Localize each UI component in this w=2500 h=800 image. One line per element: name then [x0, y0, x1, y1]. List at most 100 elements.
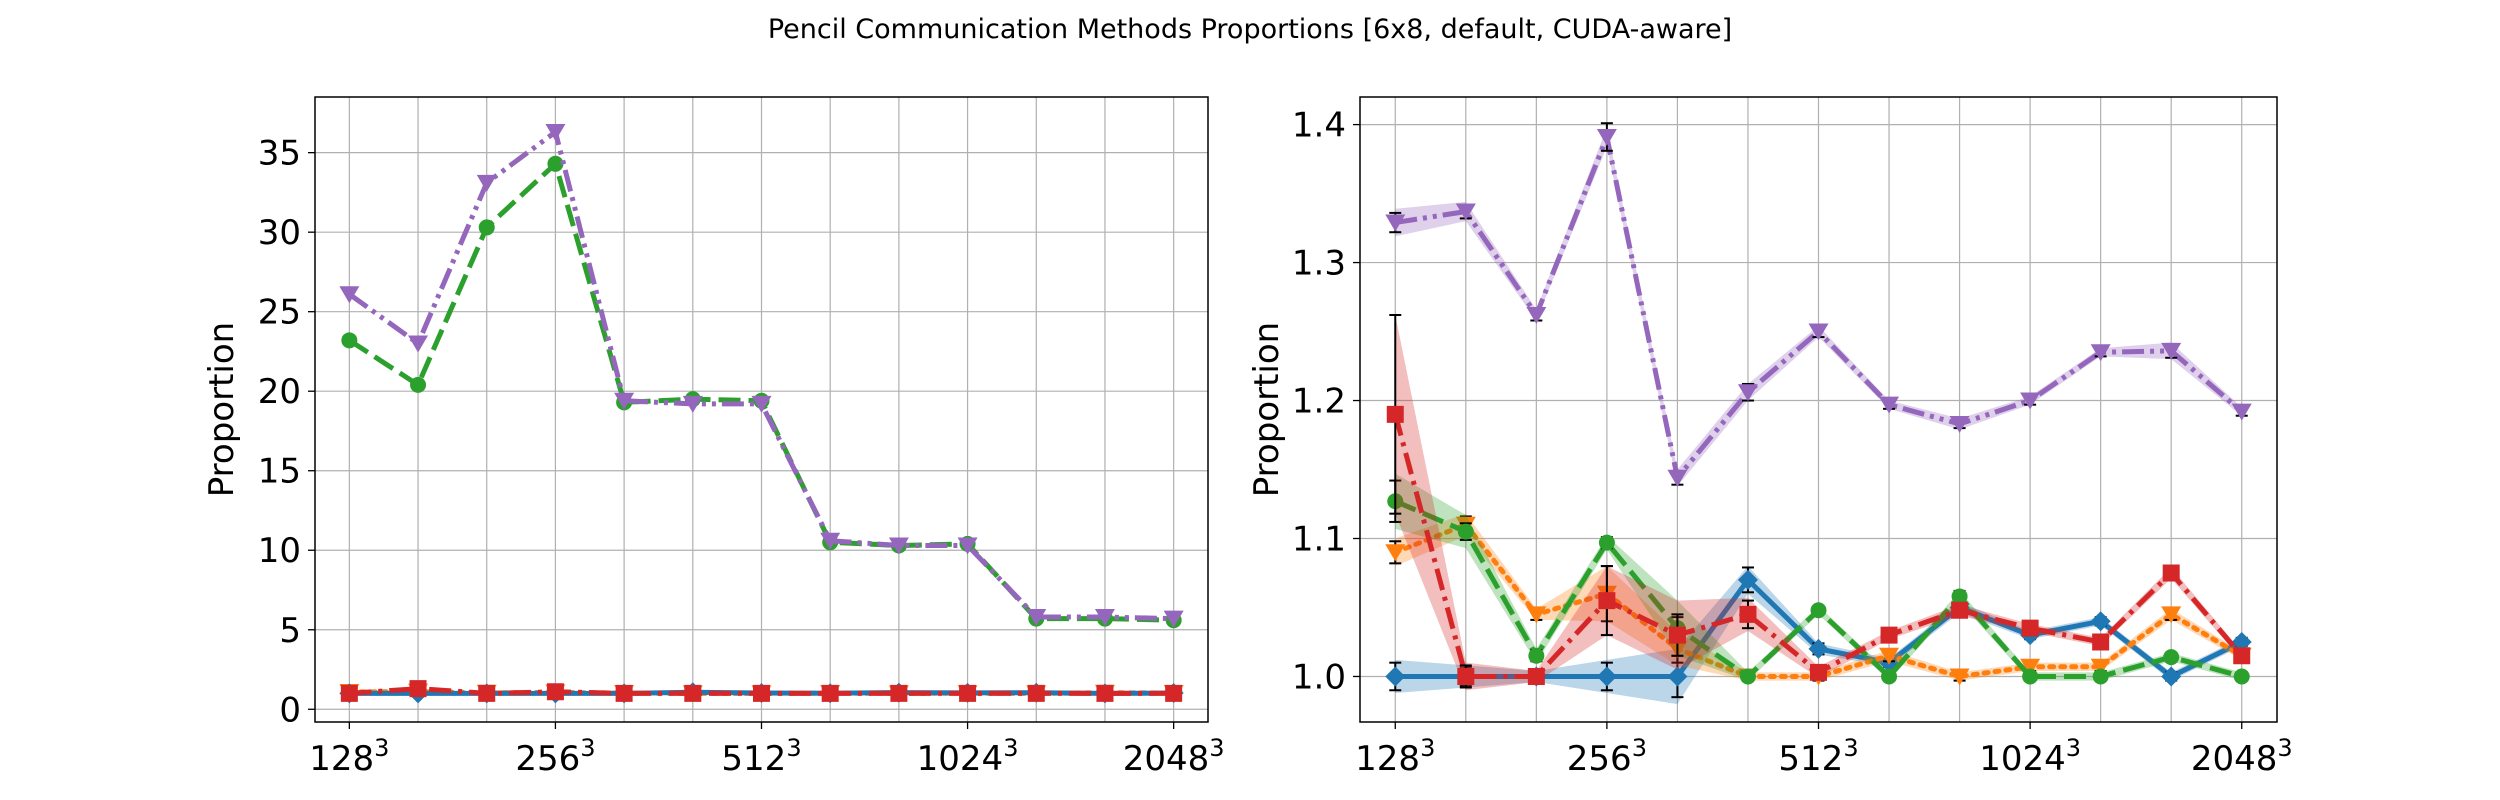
series-0-point: [2231, 631, 2252, 652]
series-3-point: [1386, 405, 1404, 423]
plot-frame: [314, 96, 1209, 723]
series-4-point: [2090, 344, 2111, 362]
series-2-point: [2092, 668, 2109, 685]
series-4-point: [2161, 342, 2182, 360]
y-tick-label: 20: [258, 372, 301, 412]
series-1-point: [2020, 658, 2041, 676]
series-2-point: [478, 219, 495, 236]
series-2-point: [1739, 668, 1756, 685]
series-0-point: [2161, 666, 2182, 687]
series-1-point: [1879, 647, 1900, 665]
series-0-point: [1808, 638, 1829, 659]
y-axis-label: Proportion: [1247, 322, 1287, 497]
series-2-point: [1881, 668, 1898, 685]
x-tick-label: 5123: [1778, 734, 1858, 779]
series-3-point: [339, 286, 360, 304]
series-3-point: [1598, 592, 1616, 610]
series-4-point: [959, 684, 977, 702]
series-2-point: [1951, 588, 1968, 605]
y-tick-label: 1.1: [1292, 520, 1346, 560]
series-0-point: [1596, 666, 1617, 687]
series-3-point: [614, 392, 635, 410]
series-0-point: [1667, 666, 1688, 687]
plot-frame: [1359, 96, 2278, 723]
series-2-point: [1810, 602, 1827, 619]
series-4-point: [1879, 396, 1900, 414]
series-4-point: [821, 684, 839, 702]
series-3-point: [751, 395, 772, 413]
y-tick-label: 35: [258, 134, 301, 174]
series-3-point: [820, 532, 841, 550]
series-1-point: [1949, 668, 1970, 686]
series-2-point: [547, 155, 564, 172]
series-4-point: [1808, 323, 1829, 341]
series-2-point: [341, 332, 358, 349]
series-4-point: [409, 680, 427, 698]
series-3-point: [476, 174, 497, 192]
series-4-point: [890, 684, 908, 702]
x-tick-label: 20483: [2191, 734, 2293, 779]
series-3-point: [545, 123, 566, 141]
series-3-point: [1527, 667, 1545, 685]
x-tick-label: 1283: [309, 734, 389, 779]
series-3-point: [1880, 626, 1898, 644]
series-4-point: [478, 684, 496, 702]
y-tick-label: 15: [258, 452, 301, 492]
series-4-point: [1096, 684, 1114, 702]
x-tick-label: 2563: [515, 734, 595, 779]
series-4-point: [1949, 415, 1970, 433]
series-3-point: [2233, 647, 2251, 665]
series-3-point: [957, 537, 978, 555]
y-tick-label: 1.0: [1292, 657, 1346, 697]
y-tick-label: 1.2: [1292, 382, 1346, 422]
series-3-point: [1739, 605, 1757, 623]
series-2-point: [2233, 668, 2250, 685]
series-4-point: [1667, 469, 1688, 487]
left-chart-panel: 0 5 10 15 20 25 30 35 1283 2563 5123 10243 20483 Prop…: [202, 96, 1225, 779]
series-3-point: [1094, 609, 1115, 627]
x-tick-label: 20483: [1123, 734, 1225, 779]
series-2-point: [1598, 534, 1615, 551]
series-4-point: [1526, 306, 1547, 324]
y-tick-label: 1.4: [1292, 106, 1346, 146]
y-tick-label: 0: [279, 690, 301, 730]
x-tick-label: 1283: [1355, 734, 1435, 779]
series-2-point: [2163, 649, 2180, 666]
x-tick-label: 5123: [721, 734, 801, 779]
series-4-point: [1027, 684, 1045, 702]
series-2-point: [1457, 523, 1474, 540]
series-3-point: [1163, 610, 1184, 628]
series-3-point: [1457, 667, 1475, 685]
series-3-point: [2021, 619, 2039, 637]
series-1-point: [2161, 606, 2182, 624]
series-3-point: [408, 335, 429, 353]
series-3-point: [2092, 633, 2110, 651]
series-4-point: [1165, 684, 1183, 702]
series-4-point: [684, 684, 702, 702]
series-2-point: [1528, 647, 1545, 664]
series-3-point: [1810, 663, 1827, 681]
series-3-point: [2162, 564, 2180, 582]
series-4-point: [546, 683, 564, 701]
series-2-point: [2022, 668, 2039, 685]
y-axis-label: Proportion: [202, 322, 242, 497]
series-3-point: [888, 537, 909, 555]
y-tick-label: 5: [279, 611, 301, 651]
series-0-point: [1385, 666, 1406, 687]
series-3-point: [682, 395, 703, 413]
series-4-point: [1455, 203, 1476, 221]
series-4-point: [2231, 403, 2252, 421]
x-tick-label: 2563: [1567, 734, 1647, 779]
series-3-point: [1026, 609, 1047, 627]
series-1-point: [1385, 544, 1406, 562]
y-tick-label: 10: [258, 531, 301, 571]
x-tick-label: 10243: [917, 734, 1019, 779]
figure-title: Pencil Communication Methods Proportions…: [767, 14, 1733, 45]
series-4-point: [1385, 214, 1406, 232]
y-tick-label: 25: [258, 293, 301, 333]
series-4-point: [340, 684, 358, 702]
y-tick-label: 30: [258, 213, 301, 253]
y-tick-label: 1.3: [1292, 244, 1346, 284]
series-1-point: [1526, 606, 1547, 624]
